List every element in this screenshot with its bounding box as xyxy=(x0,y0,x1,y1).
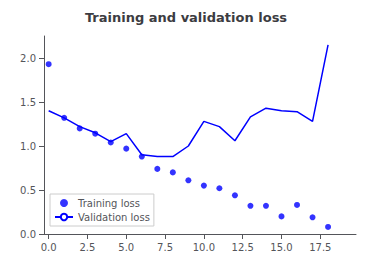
svg-text:Validation loss: Validation loss xyxy=(78,212,150,223)
svg-text:15.0: 15.0 xyxy=(270,242,292,253)
svg-text:12.5: 12.5 xyxy=(232,242,254,253)
svg-text:1.0: 1.0 xyxy=(20,141,36,152)
svg-text:17.5: 17.5 xyxy=(309,242,331,253)
svg-text:Training loss: Training loss xyxy=(77,198,140,209)
svg-text:1.5: 1.5 xyxy=(20,97,36,108)
svg-text:Training and validation loss: Training and validation loss xyxy=(85,10,287,25)
svg-text:7.5: 7.5 xyxy=(157,242,173,253)
svg-text:10.0: 10.0 xyxy=(193,242,215,253)
svg-text:2.5: 2.5 xyxy=(80,242,96,253)
svg-text:0.5: 0.5 xyxy=(20,185,36,196)
svg-text:0.0: 0.0 xyxy=(20,229,36,240)
svg-text:5.0: 5.0 xyxy=(118,242,134,253)
svg-text:2.0: 2.0 xyxy=(20,53,36,64)
svg-text:0.0: 0.0 xyxy=(41,242,57,253)
